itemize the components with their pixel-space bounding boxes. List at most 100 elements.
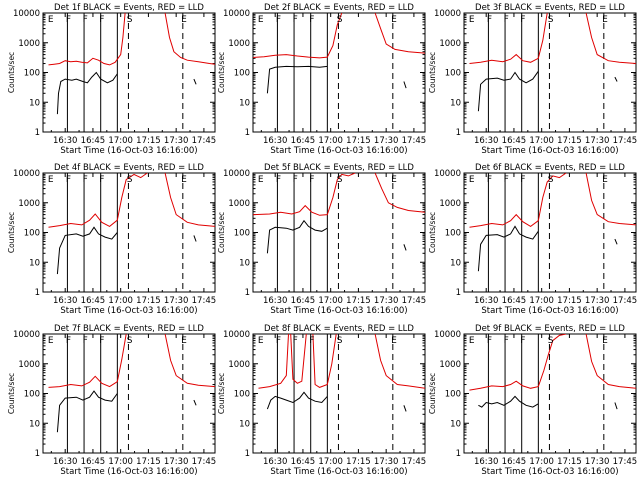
lld-series-line (374, 334, 425, 389)
x-tick-label: 17:15 (346, 136, 371, 146)
y-tick-label: 100 (445, 69, 461, 79)
chart-panel-3: Det 3f BLACK = Events, RED = LLD 16:30 16:… (428, 3, 637, 156)
events-series-line (478, 395, 539, 408)
chart-panel-5: Det 5f BLACK = Events, RED = LLD 16:30 16:… (217, 163, 426, 316)
chart-title: Det 3f BLACK = Events, RED = LLD (475, 3, 625, 13)
interval-marker: E (602, 336, 608, 346)
interval-marker: E (258, 175, 264, 185)
interval-marker: F (99, 336, 104, 346)
interval-marker: E (391, 175, 397, 185)
y-axis-label: Counts/sec (428, 212, 437, 253)
x-tick-label: 16:45 (502, 136, 527, 146)
events-series-line (193, 399, 197, 406)
plot-area (469, 334, 636, 453)
interval-marker: F (276, 15, 281, 25)
interval-marker: F (309, 175, 314, 185)
x-tick-label: 17:45 (192, 136, 217, 146)
plot-frame (252, 12, 426, 133)
lld-series-line (48, 173, 148, 228)
interval-marker: E (48, 15, 54, 25)
events-series-line (266, 391, 328, 410)
interval-marker: F (504, 336, 509, 346)
chart-panel-8: Det 8f BLACK = Events, RED = LLD 16:30 16:… (217, 324, 426, 477)
x-axis-label: Start Time (16-Oct-03 16:16:00) (60, 467, 197, 477)
y-tick-label: 1000 (439, 360, 461, 370)
y-tick-label: 10000 (13, 169, 40, 179)
x-tick-label: 16:45 (81, 457, 106, 467)
interval-marker: F (293, 15, 298, 25)
y-tick-label: 1 (35, 449, 40, 459)
x-tick-label: 16:30 (474, 457, 499, 467)
plot-area (469, 173, 636, 292)
x-tick-label: 16:30 (263, 296, 288, 306)
y-axis-label: Counts/sec (217, 52, 226, 93)
chart-title: Det 8f BLACK = Events, RED = LLD (264, 324, 414, 334)
interval-marker: F (276, 175, 281, 185)
chart-title: Det 1f BLACK = Events, RED = LLD (54, 3, 204, 13)
chart-title: Det 4f BLACK = Events, RED = LLD (54, 163, 204, 173)
y-tick-label: 1000 (228, 360, 250, 370)
events-series-line (403, 81, 407, 89)
plot-area (258, 334, 425, 453)
lld-series-line (253, 173, 356, 216)
lld-series-line (374, 13, 425, 54)
interval-marker: F (99, 15, 104, 25)
events-series-line (477, 225, 539, 272)
lld-series-line (48, 334, 127, 388)
y-tick-label: 100 (445, 390, 461, 400)
y-tick-label: 1000 (439, 199, 461, 209)
x-tick-label: 17:15 (346, 457, 371, 467)
y-tick-label: 1000 (228, 39, 250, 49)
x-tick-label: 17:00 (318, 136, 343, 146)
interval-marker: E (391, 15, 397, 25)
plot-area (48, 334, 215, 453)
y-axis-label: Counts/sec (7, 373, 16, 414)
y-tick-label: 10 (239, 98, 250, 108)
y-tick-label: 1000 (439, 39, 461, 49)
events-series-line (56, 226, 118, 275)
interval-marker: S (337, 175, 343, 185)
y-tick-label: 10000 (223, 9, 250, 19)
x-tick-label: 16:30 (53, 457, 78, 467)
chart-title: Det 9f BLACK = Events, RED = LLD (475, 324, 625, 334)
x-tick-label: 17:15 (557, 457, 582, 467)
lld-series-line (164, 13, 215, 65)
interval-marker: F (487, 175, 492, 185)
lld-series-line (290, 334, 307, 384)
x-tick-label: 17:15 (136, 457, 161, 467)
x-tick-label: 17:15 (136, 296, 161, 306)
y-tick-label: 10000 (13, 9, 40, 19)
x-axis-label: Start Time (16-Oct-03 16:16:00) (270, 306, 407, 316)
x-tick-label: 16:45 (81, 296, 106, 306)
x-tick-label: 17:15 (346, 296, 371, 306)
y-tick-label: 10 (29, 258, 40, 268)
y-axis-label: Counts/sec (217, 373, 226, 414)
events-series-line (614, 76, 618, 82)
chart-title: Det 6f BLACK = Events, RED = LLD (475, 163, 625, 173)
interval-marker: S (127, 15, 133, 25)
interval-marker: F (276, 336, 281, 346)
y-tick-label: 100 (445, 229, 461, 239)
y-tick-label: 100 (234, 229, 250, 239)
chart-panel-9: Det 9f BLACK = Events, RED = LLD 16:30 16:… (428, 324, 637, 477)
events-series-line (403, 405, 407, 412)
chart-panel-2: Det 2f BLACK = Events, RED = LLD 16:30 16:… (217, 3, 426, 156)
interval-marker: F (66, 15, 71, 25)
lld-series-line (164, 173, 215, 227)
x-axis-label: Start Time (16-Oct-03 16:16:00) (60, 146, 197, 156)
y-axis-label: Counts/sec (217, 212, 226, 253)
x-axis-label: Start Time (16-Oct-03 16:16:00) (481, 146, 618, 156)
chart-panel-4: Det 4f BLACK = Events, RED = LLD 16:30 16:… (7, 163, 216, 316)
lld-series-line (312, 334, 337, 388)
interval-marker: F (66, 336, 71, 346)
x-tick-label: 17:15 (557, 296, 582, 306)
interval-marker: S (548, 336, 554, 346)
x-tick-label: 17:45 (402, 136, 427, 146)
x-tick-label: 17:30 (164, 457, 189, 467)
y-axis-label: Counts/sec (7, 212, 16, 253)
y-tick-label: 10 (450, 98, 461, 108)
interval-marker: E (391, 336, 397, 346)
x-tick-label: 17:45 (192, 457, 217, 467)
x-tick-label: 16:45 (502, 296, 527, 306)
interval-marker: F (504, 15, 509, 25)
